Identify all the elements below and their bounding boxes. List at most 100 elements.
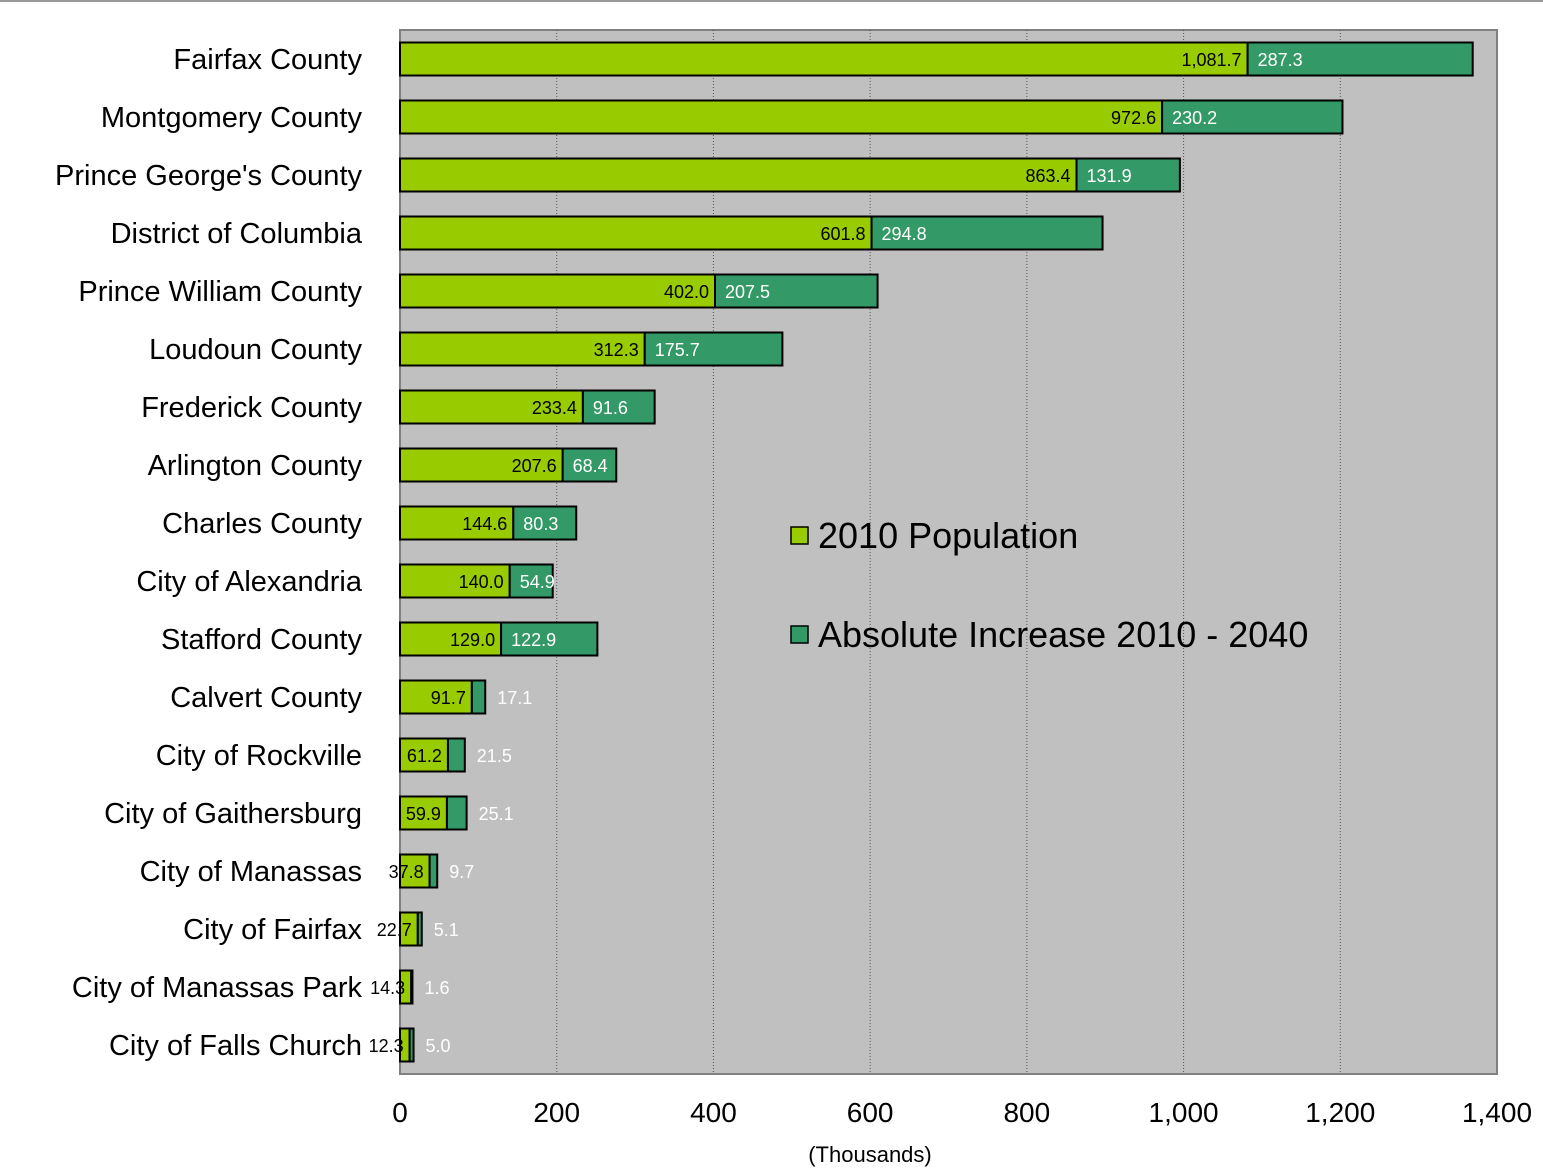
data-label-2010-population: 233.4 — [532, 398, 577, 418]
data-label-absolute-increase: 175.7 — [655, 340, 700, 360]
data-label-absolute-increase: 25.1 — [479, 804, 514, 824]
bar-2010-population — [399, 795, 448, 831]
category-label: City of Manassas — [140, 856, 362, 888]
data-label-2010-population: 972.6 — [1111, 108, 1156, 128]
category-label: Arlington County — [148, 450, 363, 482]
legend-swatch-absolute-increase — [790, 625, 809, 644]
category-label: Loudoun County — [149, 334, 362, 366]
data-label-2010-population: 207.6 — [512, 456, 557, 476]
category-label: Charles County — [162, 508, 362, 540]
bar-2010-population — [399, 853, 431, 889]
category-label: Frederick County — [141, 392, 362, 424]
x-tick-label: 1,400 — [1462, 1097, 1532, 1128]
bar-absolute-increase — [410, 969, 414, 1005]
bar-absolute-increase — [446, 737, 466, 773]
data-label-absolute-increase: 5.1 — [434, 920, 459, 940]
bar-absolute-increase — [581, 389, 656, 425]
x-tick-labels: 0 200 400 600 800 1,000 1,200 1,400 — [392, 1097, 1532, 1128]
data-label-absolute-increase: 287.3 — [1258, 50, 1303, 70]
legend-label-absolute-increase: Absolute Increase 2010 - 2040 — [818, 614, 1308, 655]
data-label-absolute-increase: 207.5 — [725, 282, 770, 302]
legend: 2010 Population Absolute Increase 2010 -… — [790, 515, 1308, 655]
x-tick-label: 1,200 — [1305, 1097, 1375, 1128]
data-label-absolute-increase: 294.8 — [882, 224, 927, 244]
bar-absolute-increase — [643, 331, 784, 367]
data-label-2010-population: 14.3 — [370, 978, 405, 998]
data-label-2010-population: 601.8 — [821, 224, 866, 244]
bar-2010-population — [399, 563, 511, 599]
data-label-2010-population: 1,081.7 — [1182, 50, 1242, 70]
bar-2010-population — [399, 215, 873, 251]
bar-2010-population — [399, 389, 584, 425]
bar-group — [399, 41, 1474, 1063]
data-label-absolute-increase: 80.3 — [523, 514, 558, 534]
data-label-absolute-increase: 5.0 — [426, 1036, 451, 1056]
bar-2010-population — [399, 679, 473, 715]
bar-2010-population — [399, 157, 1078, 193]
category-label: Fairfax County — [173, 44, 362, 76]
data-label-2010-population: 22.7 — [377, 920, 412, 940]
bar-absolute-increase — [713, 273, 879, 309]
bar-2010-population — [399, 447, 564, 483]
data-label-absolute-increase: 131.9 — [1087, 166, 1132, 186]
bar-absolute-increase — [1161, 99, 1344, 135]
bar-absolute-increase — [500, 621, 599, 657]
category-label: Stafford County — [161, 624, 362, 656]
data-label-2010-population: 312.3 — [594, 340, 639, 360]
data-label-absolute-increase: 54.9 — [520, 572, 555, 592]
category-label: Calvert County — [170, 682, 362, 714]
x-tick-label: 1,000 — [1149, 1097, 1219, 1128]
data-label-absolute-increase: 17.1 — [497, 688, 532, 708]
bar-2010-population — [399, 41, 1249, 77]
data-label-2010-population: 91.7 — [431, 688, 466, 708]
data-label-absolute-increase: 1.6 — [424, 978, 449, 998]
data-label-2010-population: 61.2 — [407, 746, 442, 766]
bar-2010-population — [399, 99, 1164, 135]
x-tick-label: 0 — [392, 1097, 408, 1128]
bar-absolute-increase — [1246, 41, 1474, 77]
x-tick-label: 200 — [533, 1097, 580, 1128]
bar-absolute-increase — [445, 795, 468, 831]
bar-absolute-increase — [870, 215, 1104, 251]
x-tick-label: 600 — [847, 1097, 894, 1128]
bar-absolute-increase — [561, 447, 618, 483]
data-label-absolute-increase: 21.5 — [477, 746, 512, 766]
category-label: District of Columbia — [111, 218, 363, 250]
data-label-absolute-increase: 9.7 — [449, 862, 474, 882]
data-label-2010-population: 144.6 — [462, 514, 507, 534]
data-label-absolute-increase: 68.4 — [573, 456, 608, 476]
x-tick-label: 800 — [1003, 1097, 1050, 1128]
data-label-absolute-increase: 91.6 — [593, 398, 628, 418]
gridlines — [556, 30, 1341, 1074]
data-label-2010-population: 129.0 — [450, 630, 495, 650]
bar-absolute-increase — [512, 505, 578, 541]
data-labels: 1,081.7 287.3 972.6 230.2 863.4 131.9 601.8 294… — [369, 50, 1303, 1056]
bar-absolute-increase — [470, 679, 487, 715]
bar-absolute-increase — [408, 1027, 415, 1063]
category-label: Montgomery County — [101, 102, 363, 134]
category-label: City of Falls Church — [109, 1030, 362, 1062]
bar-absolute-increase — [428, 853, 439, 889]
category-label: City of Manassas Park — [72, 972, 363, 1004]
bar-2010-population — [399, 621, 503, 657]
data-label-2010-population: 37.8 — [389, 862, 424, 882]
data-label-2010-population: 59.9 — [406, 804, 441, 824]
data-label-absolute-increase: 230.2 — [1172, 108, 1217, 128]
data-label-2010-population: 140.0 — [459, 572, 504, 592]
category-label: City of Fairfax — [183, 914, 362, 946]
bar-2010-population — [399, 737, 449, 773]
category-label: Prince William County — [78, 276, 362, 308]
legend-label-2010-population: 2010 Population — [818, 515, 1078, 556]
category-label: City of Gaithersburg — [104, 798, 362, 830]
bar-absolute-increase — [1075, 157, 1181, 193]
data-label-2010-population: 863.4 — [1025, 166, 1070, 186]
category-labels: Fairfax County Montgomery County Prince Ge… — [55, 44, 363, 1062]
data-label-absolute-increase: 122.9 — [511, 630, 556, 650]
x-axis-unit-label: (Thousands) — [808, 1142, 932, 1167]
category-label: Prince George's County — [55, 160, 362, 192]
data-label-2010-population: 12.3 — [369, 1036, 404, 1056]
bar-absolute-increase — [508, 563, 554, 599]
bar-absolute-increase — [416, 911, 423, 947]
plot-area — [399, 29, 1498, 1075]
